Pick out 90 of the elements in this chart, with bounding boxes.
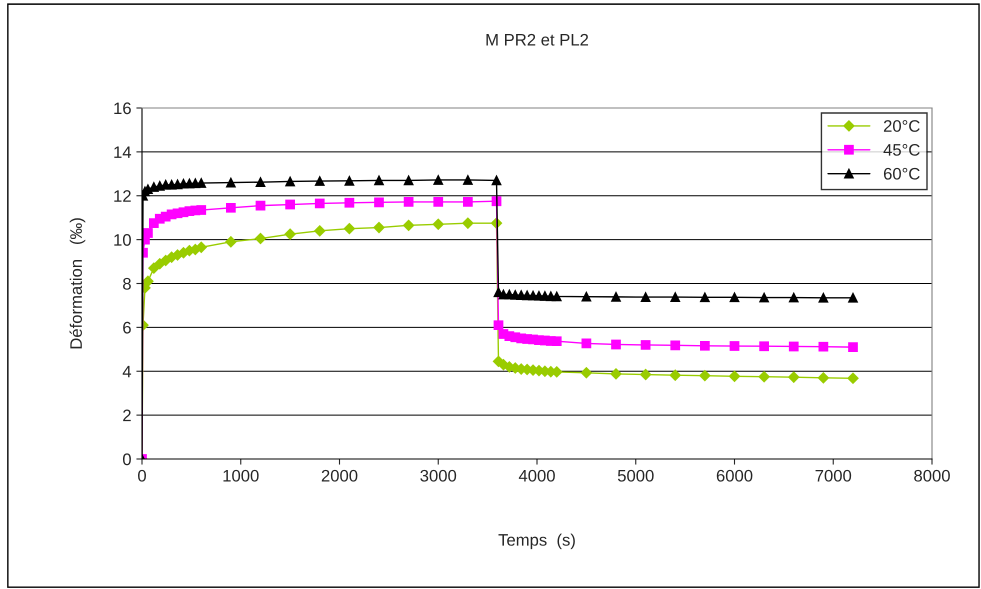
x-axis-title: Temps (s) bbox=[498, 534, 575, 550]
y-tick-label: 10 bbox=[114, 234, 131, 246]
point bbox=[700, 292, 710, 302]
point bbox=[788, 372, 800, 383]
point bbox=[640, 368, 652, 380]
point bbox=[670, 340, 680, 350]
y-tick-label: 4 bbox=[122, 366, 132, 378]
x-tick-label: 8000 bbox=[914, 470, 950, 482]
x-tick-label: 2000 bbox=[322, 470, 358, 482]
x-tick-label: 0 bbox=[138, 470, 146, 482]
point bbox=[344, 176, 354, 186]
point bbox=[143, 228, 153, 238]
point bbox=[580, 367, 592, 378]
point bbox=[314, 225, 326, 236]
y-tick-label: 2 bbox=[123, 410, 131, 422]
point bbox=[226, 178, 236, 188]
point bbox=[404, 197, 414, 207]
point bbox=[344, 223, 355, 234]
point bbox=[462, 218, 474, 229]
point bbox=[759, 341, 769, 352]
point bbox=[582, 338, 592, 348]
point bbox=[285, 200, 295, 210]
x-tick-label: 7000 bbox=[816, 470, 852, 482]
point bbox=[670, 370, 681, 381]
x-tick-label: 1000 bbox=[223, 470, 259, 482]
point bbox=[640, 292, 650, 302]
point bbox=[256, 200, 266, 210]
point bbox=[314, 198, 325, 208]
point bbox=[848, 342, 858, 352]
legend-label: 20°C bbox=[884, 120, 920, 132]
point bbox=[670, 292, 680, 302]
legend-label: 45°C bbox=[883, 144, 920, 156]
point bbox=[344, 198, 354, 208]
point bbox=[374, 197, 384, 208]
point bbox=[728, 370, 740, 382]
point bbox=[818, 292, 828, 303]
point bbox=[256, 177, 266, 188]
x-tick-label: 3000 bbox=[420, 470, 456, 482]
chart-title: M PR2 et PL2 bbox=[486, 34, 588, 46]
point bbox=[759, 292, 769, 302]
point bbox=[284, 228, 296, 240]
point bbox=[848, 292, 858, 303]
point bbox=[142, 276, 154, 287]
point bbox=[148, 262, 160, 274]
point bbox=[285, 176, 295, 186]
y-tick-label: 12 bbox=[114, 190, 131, 202]
y-tick-label: 8 bbox=[123, 278, 131, 290]
point bbox=[492, 176, 502, 186]
point bbox=[196, 205, 206, 215]
legend-label: 60°C bbox=[884, 168, 920, 180]
point bbox=[552, 292, 562, 302]
point bbox=[314, 176, 325, 186]
point bbox=[788, 292, 799, 302]
point bbox=[611, 340, 621, 350]
point bbox=[582, 292, 592, 302]
y-axis-title: Déformation (‰) bbox=[70, 218, 86, 348]
point bbox=[818, 372, 829, 384]
y-tick-label: 6 bbox=[123, 322, 131, 334]
point bbox=[494, 320, 504, 330]
point bbox=[788, 342, 799, 352]
point bbox=[758, 371, 770, 382]
point bbox=[847, 372, 859, 384]
point bbox=[254, 232, 266, 244]
point bbox=[433, 197, 444, 207]
point bbox=[403, 220, 414, 231]
point bbox=[730, 292, 740, 302]
point bbox=[640, 340, 650, 350]
point bbox=[610, 368, 622, 380]
point bbox=[225, 236, 236, 248]
point bbox=[373, 222, 385, 234]
point bbox=[463, 175, 473, 185]
point bbox=[196, 242, 207, 253]
x-tick-label: 6000 bbox=[716, 470, 752, 482]
point bbox=[818, 342, 828, 352]
point bbox=[730, 341, 740, 351]
point bbox=[432, 218, 444, 230]
point bbox=[433, 175, 444, 185]
point bbox=[226, 202, 236, 213]
point bbox=[700, 340, 710, 351]
point bbox=[404, 176, 414, 186]
point bbox=[552, 336, 562, 346]
x-tick-label: 5000 bbox=[618, 470, 654, 482]
point bbox=[699, 370, 710, 382]
x-tick-label: 4000 bbox=[518, 470, 555, 482]
y-tick-label: 0 bbox=[122, 453, 131, 466]
point bbox=[463, 197, 473, 207]
y-tick-label: 14 bbox=[114, 146, 132, 158]
point bbox=[374, 176, 384, 186]
y-tick-label: 16 bbox=[114, 102, 131, 114]
point bbox=[611, 292, 621, 302]
